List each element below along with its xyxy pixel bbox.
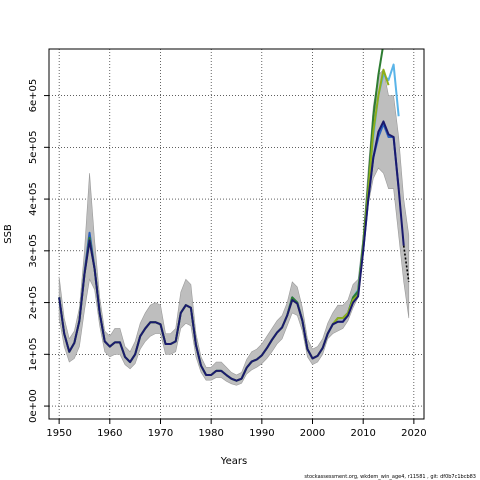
- y-axis: 0e+00 1e+05 2e+05 3e+05 4e+05 5e+05 6e+05: [28, 79, 49, 423]
- x-tick-label: 2020: [401, 428, 426, 439]
- confidence-band: [58, 69, 410, 386]
- footer-text: stockassessment.org, wkdem_win_age4, r11…: [304, 474, 476, 480]
- x-tick-label: 1980: [198, 428, 223, 439]
- y-tick-label: 1e+05: [28, 338, 39, 372]
- series-lines: [58, 49, 410, 382]
- x-tick-label: 1960: [97, 428, 122, 439]
- y-tick-label: 6e+05: [28, 79, 39, 113]
- y-tick-label: 3e+05: [28, 234, 39, 268]
- x-axis-title: Years: [220, 456, 247, 467]
- y-tick-label: 0e+00: [28, 389, 39, 423]
- grid: [49, 49, 424, 419]
- x-tick-label: 2000: [300, 428, 325, 439]
- series-line-olive: [58, 68, 390, 382]
- series-line-green_dark: [58, 49, 394, 382]
- series-line-main_navy: [58, 120, 405, 382]
- y-tick-label: 2e+05: [28, 286, 39, 320]
- x-tick-label: 1990: [249, 428, 274, 439]
- plot-frame: [48, 48, 425, 420]
- x-tick-label: 2010: [350, 428, 375, 439]
- uncertainty-band: [58, 69, 410, 386]
- y-tick-label: 4e+05: [28, 182, 39, 216]
- x-tick-label: 1950: [46, 428, 71, 439]
- y-tick-label: 5e+05: [28, 131, 39, 165]
- x-tick-label: 1970: [148, 428, 173, 439]
- x-axis: 1950 1960 1970 1980 1990 2000 2010 2020: [46, 419, 427, 439]
- y-axis-title: SSB: [3, 224, 14, 244]
- series-line-light_blue: [58, 63, 400, 382]
